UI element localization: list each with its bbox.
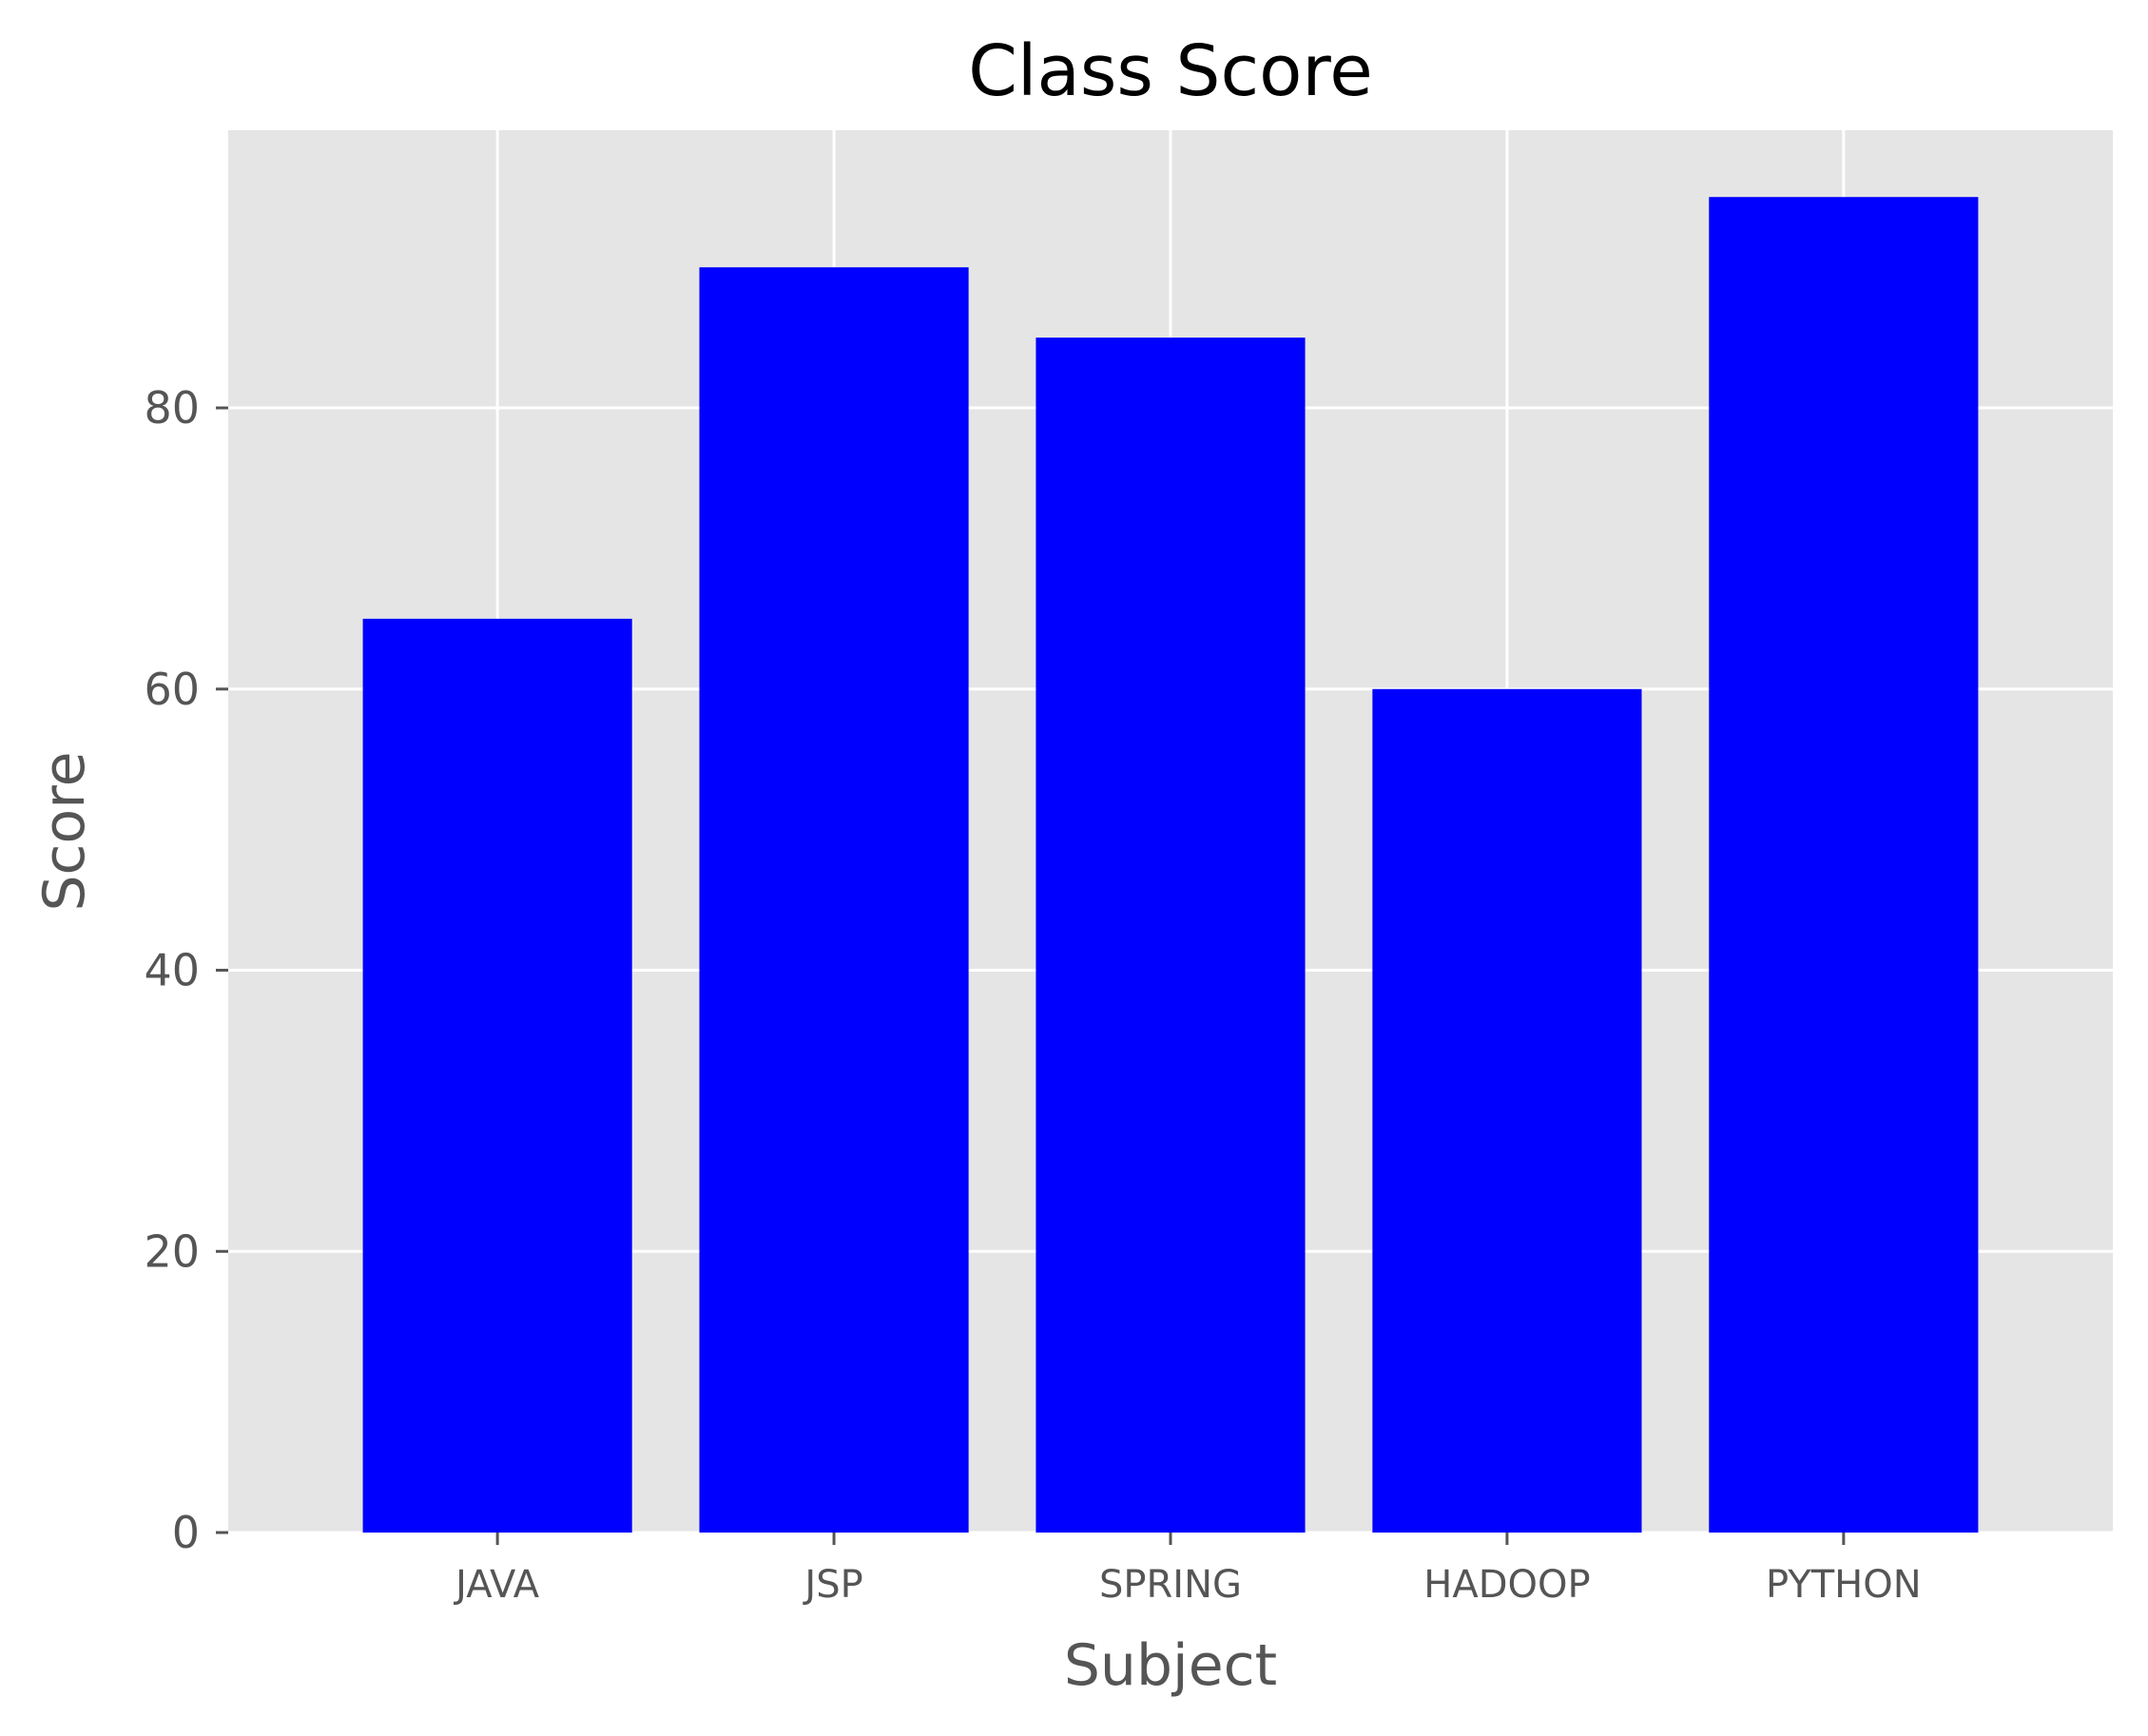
x-axis: JAVA JSP SPRING HADOOP PYTHON: [453, 1533, 1922, 1607]
bar-hadoop: [1372, 688, 1642, 1533]
y-tick-label: 40: [144, 945, 200, 996]
bars: [362, 197, 1979, 1533]
bar-java: [362, 618, 632, 1533]
y-tick-label: 0: [172, 1507, 200, 1558]
bar-python: [1709, 197, 1979, 1533]
x-tick-label: JSP: [802, 1563, 862, 1607]
y-tick-label: 60: [144, 664, 200, 715]
y-axis-label: Score: [31, 751, 98, 911]
x-tick-label: PYTHON: [1766, 1563, 1922, 1607]
x-tick-label: HADOOP: [1423, 1563, 1590, 1607]
x-tick-label: JAVA: [453, 1563, 540, 1607]
bar-jsp: [699, 267, 969, 1533]
y-axis: 0 20 40 60 80: [144, 382, 228, 1558]
y-tick-label: 20: [144, 1225, 200, 1277]
y-tick-label: 80: [144, 382, 200, 434]
x-axis-label: Subject: [1064, 1632, 1277, 1699]
bar-spring: [1035, 338, 1306, 1533]
x-tick-label: SPRING: [1099, 1563, 1242, 1607]
chart-title: Class Score: [968, 30, 1372, 112]
